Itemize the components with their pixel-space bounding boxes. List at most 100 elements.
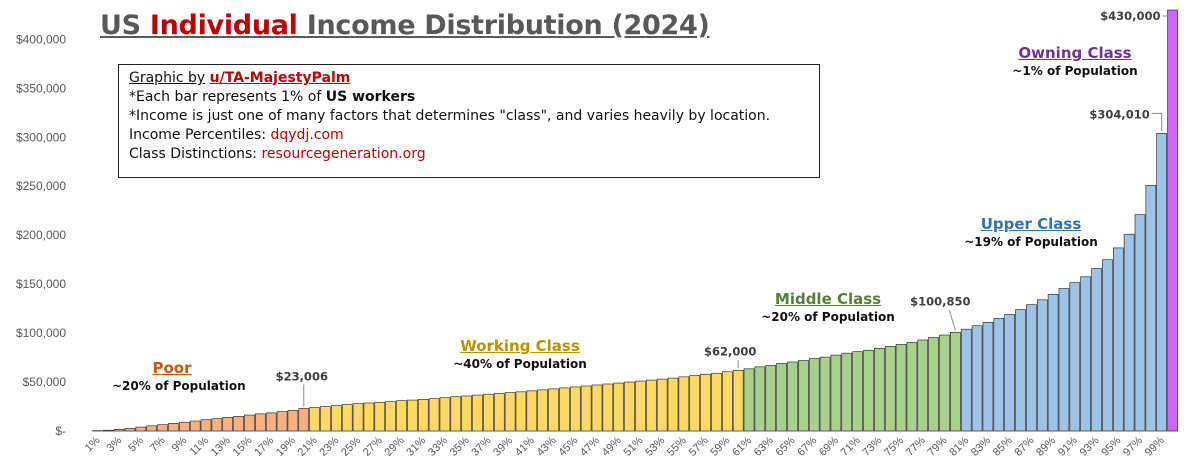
bar-61pct <box>743 368 755 432</box>
x-tick-label: 89% <box>1034 434 1058 458</box>
class-share-poor: ~20% of Population <box>112 379 246 393</box>
bar-96pct <box>1123 233 1135 432</box>
bar-94pct <box>1102 259 1113 432</box>
bar-90pct <box>1058 288 1070 432</box>
x-tick-label: 39% <box>491 434 515 458</box>
class-label-poor: Poor ~20% of Population <box>112 358 246 395</box>
bar-51pct <box>635 380 646 432</box>
bar-22pct <box>320 406 331 432</box>
x-tick-label: 9% <box>170 434 190 454</box>
bar-15pct <box>244 414 255 432</box>
x-tick-label: 41% <box>513 434 537 458</box>
bar-38pct <box>493 393 505 432</box>
x-tick-label: 93% <box>1078 434 1102 458</box>
bar-6pct <box>146 425 158 432</box>
bar-14pct <box>233 416 244 432</box>
bar-19pct <box>287 410 299 432</box>
bar-23pct <box>331 405 342 432</box>
bar-32pct <box>428 398 440 432</box>
title-accent: Individual <box>149 10 298 41</box>
y-tick-label: $300,000 <box>16 130 66 144</box>
x-tick-label: 67% <box>795 434 819 458</box>
x-tick-label: 85% <box>991 434 1015 458</box>
bar-37pct <box>483 393 494 432</box>
y-tick-label: $50,000 <box>23 375 67 389</box>
bar-35pct <box>461 395 472 432</box>
bar-84pct <box>993 318 1005 432</box>
bar-21pct <box>309 407 320 432</box>
x-tick-label: 11% <box>188 434 212 458</box>
x-tick-label: 69% <box>817 434 841 458</box>
bar-76pct <box>906 342 918 432</box>
y-tick-label: $400,000 <box>16 32 66 46</box>
bar-63pct <box>765 365 777 432</box>
bar-43pct <box>548 388 559 432</box>
bar-45pct <box>569 386 581 432</box>
note-bars-bold: US workers <box>325 89 416 105</box>
x-tick-label: 3% <box>105 434 125 454</box>
x-tick-label: 75% <box>882 434 906 458</box>
x-tick-label: 87% <box>1012 434 1036 458</box>
x-tick-label: 81% <box>947 434 971 458</box>
x-tick-label: 7% <box>148 434 168 454</box>
class-name-poor: Poor <box>152 359 192 377</box>
x-tick-label: 25% <box>339 434 363 458</box>
bar-28pct <box>385 401 396 432</box>
x-tick-label: 31% <box>404 434 428 458</box>
title-part-us: US <box>100 10 141 41</box>
class-label-owning: Owning Class ~1% of Population <box>995 43 1155 80</box>
bar-75pct <box>895 344 907 432</box>
bar-47pct <box>591 384 603 432</box>
bar-59pct <box>722 371 733 432</box>
x-tick-label: 13% <box>209 434 233 458</box>
x-tick-label: 99% <box>1143 434 1167 458</box>
bar-80pct <box>950 331 961 432</box>
bar-88pct <box>1036 299 1048 432</box>
x-tick-label: 27% <box>361 434 385 458</box>
x-tick-label: 57% <box>687 434 711 458</box>
x-tick-label: 61% <box>730 434 754 458</box>
value-annotations: $23,006 $62,000 $100,850 $304,010 $430,000 <box>276 9 1171 407</box>
bar-58pct <box>711 372 722 432</box>
y-tick-label: $100,000 <box>16 326 66 340</box>
note-bars-text: *Each bar represents 1% of <box>129 89 322 105</box>
bar-68pct <box>819 356 831 432</box>
bar-71pct <box>852 351 863 432</box>
class-name-upper: Upper Class <box>980 215 1082 233</box>
class-label-upper: Upper Class ~19% of Population <box>951 214 1111 251</box>
bar-7pct <box>157 424 168 432</box>
bar-16pct <box>255 413 266 432</box>
y-tick-label: $150,000 <box>16 277 66 291</box>
class-name-owning: Owning Class <box>1018 44 1132 62</box>
bar-89pct <box>1047 294 1059 432</box>
bar-50pct <box>624 381 635 432</box>
bar-44pct <box>559 387 570 432</box>
bar-26pct <box>363 402 375 432</box>
class-share-owning: ~1% of Population <box>1012 64 1138 78</box>
classes-label: Class Distinctions: <box>129 146 258 162</box>
bar-48pct <box>602 383 614 432</box>
note-bars: *Each bar represents 1% of US workers <box>129 88 809 107</box>
bar-49pct <box>613 382 625 432</box>
x-tick-label: 59% <box>708 434 732 458</box>
x-tick-label: 63% <box>752 434 776 458</box>
bar-30pct <box>407 399 418 432</box>
bar-70pct <box>841 352 853 432</box>
x-tick-label: 43% <box>535 434 559 458</box>
title-part-rest: Income Distribution (2024) <box>306 10 710 41</box>
value-annotation: $62,000 <box>704 344 756 358</box>
x-tick-label: 45% <box>556 434 580 458</box>
bar-79pct <box>939 334 950 432</box>
bar-74pct <box>884 346 896 432</box>
x-tick-label: 37% <box>469 434 493 458</box>
bar-13pct <box>222 416 234 432</box>
bar-77pct <box>917 339 929 432</box>
class-share-working: ~40% of Population <box>453 357 587 371</box>
bar-82pct <box>971 325 983 432</box>
value-annotation: $100,850 <box>910 294 970 308</box>
value-annotation: $430,000 <box>1100 9 1160 23</box>
bar-46pct <box>580 385 592 432</box>
bar-91pct <box>1069 282 1081 432</box>
bar-3pct <box>113 429 125 432</box>
bar-60pct <box>732 369 744 432</box>
